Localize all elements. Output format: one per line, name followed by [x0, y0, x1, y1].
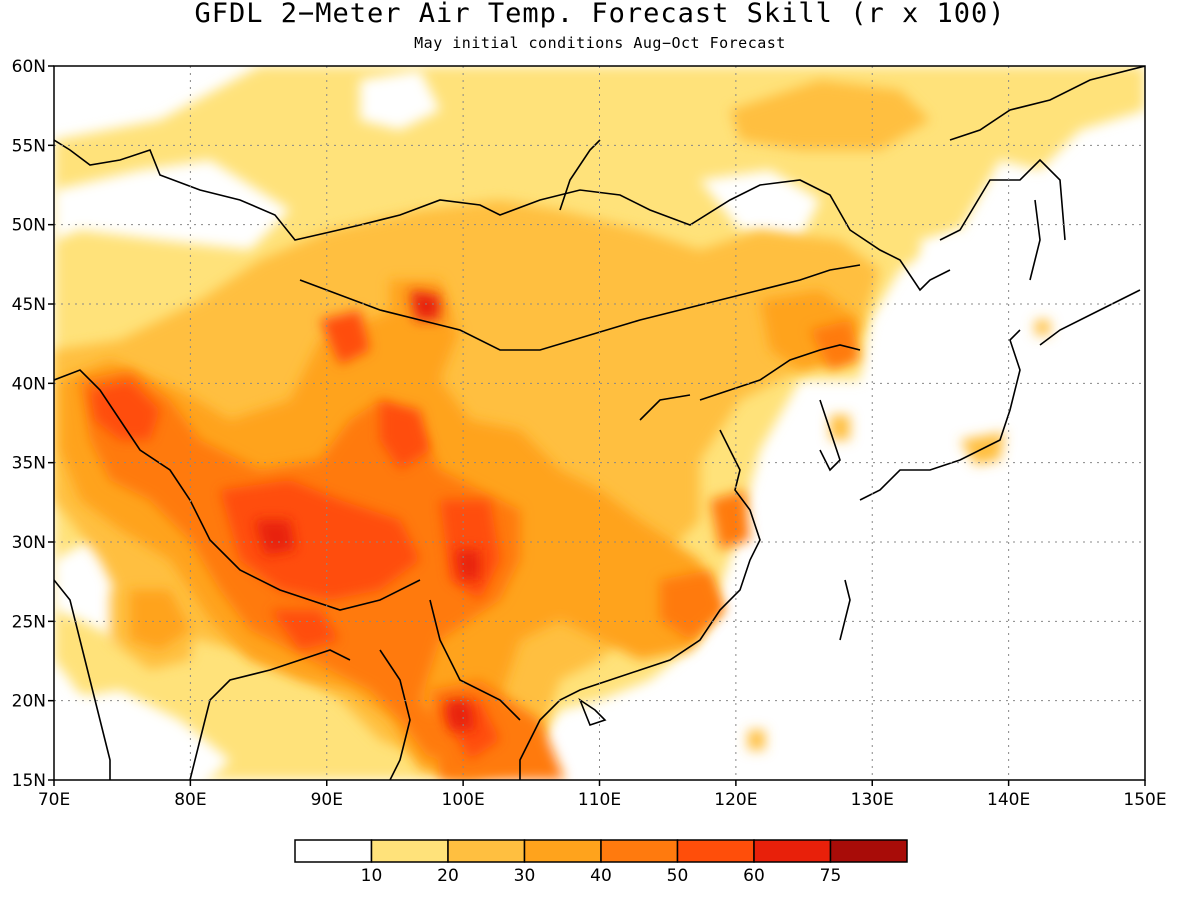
region-60-75	[255, 520, 295, 555]
map-subtitle: May initial conditions Aug−Oct Forecast	[414, 34, 786, 52]
gridlines	[54, 66, 1145, 780]
region-50-60	[320, 310, 370, 365]
x-tick-label: 100E	[442, 790, 485, 810]
region-50-60	[270, 610, 340, 650]
region-60-75	[455, 550, 480, 580]
region-20-30	[1035, 320, 1050, 335]
colorbar-label: 20	[437, 866, 459, 886]
colorbar-swatch	[753, 839, 832, 863]
y-tick-label: 25N	[12, 612, 46, 632]
y-axis: 15N 20N 25N 30N 35N 40N 45N 50N 55N 60N	[12, 57, 54, 791]
x-tick-label: 150E	[1123, 790, 1166, 810]
colorbar-swatch	[829, 839, 908, 863]
region-60-75	[410, 290, 440, 320]
y-tick-label: 20N	[12, 692, 46, 712]
skill-field	[54, 66, 1145, 780]
y-tick-label: 30N	[12, 533, 46, 553]
colorbar-label: 60	[743, 866, 765, 886]
colorbar-swatch	[370, 839, 449, 863]
y-tick-label: 50N	[12, 216, 46, 236]
colorbar-label: 30	[514, 866, 536, 886]
y-tick-label: 40N	[12, 374, 46, 394]
y-tick-label: 35N	[12, 454, 46, 474]
region-30-40	[130, 590, 190, 650]
region-40-50	[710, 490, 750, 550]
x-tick-label: 120E	[714, 790, 757, 810]
region-50-60	[380, 400, 430, 470]
map-title: GFDL 2−Meter Air Temp. Forecast Skill (r…	[194, 0, 1006, 29]
x-tick-label: 140E	[987, 790, 1030, 810]
y-tick-label: 55N	[12, 136, 46, 156]
region-20-30	[748, 730, 765, 750]
y-tick-label: 15N	[12, 771, 46, 791]
colorbar-swatch	[600, 839, 679, 863]
coastlines-and-borders	[54, 66, 1145, 780]
x-tick-label: 110E	[578, 790, 621, 810]
x-tick-label: 80E	[174, 790, 206, 810]
y-tick-label: 45N	[12, 295, 46, 315]
x-tick-label: 130E	[851, 790, 894, 810]
region-20-30	[730, 80, 930, 150]
x-axis: 70E 80E 90E 100E 110E 120E 130E 140E 150E	[38, 780, 1167, 810]
colorbar-label: 75	[820, 866, 842, 886]
x-tick-label: 70E	[38, 790, 70, 810]
x-tick-label: 90E	[311, 790, 343, 810]
region-40-50	[660, 570, 725, 640]
colorbar-swatch	[523, 839, 602, 863]
colorbar-label: 40	[590, 866, 612, 886]
y-tick-label: 60N	[12, 57, 46, 77]
colorbar: 10 20 30 40 50 60 75	[294, 839, 908, 886]
colorbar-swatch	[447, 839, 526, 863]
colorbar-swatch	[676, 839, 755, 863]
region-50-60	[220, 480, 420, 600]
region-10-20	[1000, 66, 1145, 170]
colorbar-label: 50	[667, 866, 689, 886]
region-60-75	[445, 700, 475, 730]
colorbar-label: 10	[361, 866, 383, 886]
colorbar-swatch	[294, 839, 373, 863]
region-20-30	[830, 415, 850, 440]
region-40-50	[810, 320, 860, 370]
region-50-60	[90, 380, 160, 440]
